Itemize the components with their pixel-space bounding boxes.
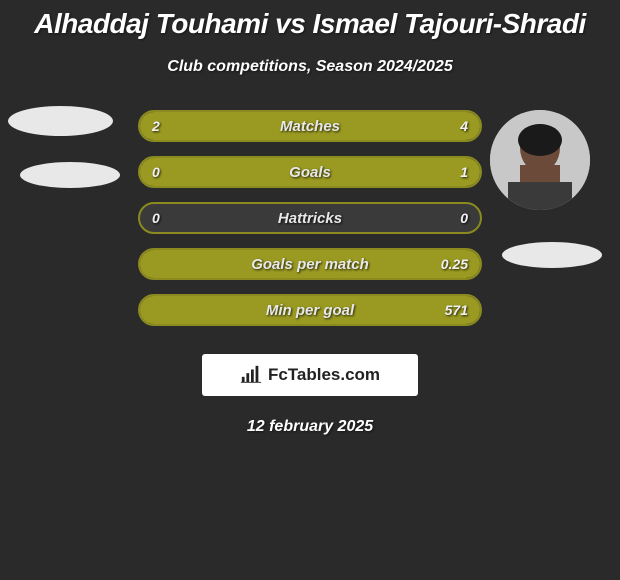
stat-right-value: 1 bbox=[460, 158, 468, 186]
stat-row-goals-per-match: Goals per match 0.25 bbox=[138, 248, 482, 280]
stats-area: 2 Matches 4 0 Goals 1 0 Hattricks 0 bbox=[0, 106, 620, 346]
stat-row-hattricks: 0 Hattricks 0 bbox=[138, 202, 482, 234]
stat-right-value: 571 bbox=[445, 296, 468, 324]
stat-label: Goals per match bbox=[140, 250, 480, 278]
stat-row-min-per-goal: Min per goal 571 bbox=[138, 294, 482, 326]
stat-label: Goals bbox=[140, 158, 480, 186]
stat-label: Matches bbox=[140, 112, 480, 140]
stat-label: Hattricks bbox=[140, 204, 480, 232]
chart-icon bbox=[240, 364, 262, 386]
date-text: 12 february 2025 bbox=[0, 418, 620, 436]
branding-text: FcTables.com bbox=[268, 365, 380, 385]
stat-right-value: 0.25 bbox=[441, 250, 468, 278]
stat-bars: 2 Matches 4 0 Goals 1 0 Hattricks 0 bbox=[138, 110, 482, 340]
branding-link[interactable]: FcTables.com bbox=[202, 354, 418, 396]
player-left-avatar-2 bbox=[20, 162, 120, 188]
stat-row-goals: 0 Goals 1 bbox=[138, 156, 482, 188]
page-title: Alhaddaj Touhami vs Ismael Tajouri-Shrad… bbox=[0, 8, 620, 40]
subtitle: Club competitions, Season 2024/2025 bbox=[0, 58, 620, 76]
stat-right-value: 0 bbox=[460, 204, 468, 232]
stat-row-matches: 2 Matches 4 bbox=[138, 110, 482, 142]
player-right-badge bbox=[502, 242, 602, 268]
player-left-avatar-1 bbox=[8, 106, 113, 136]
player-right-avatar bbox=[490, 110, 590, 210]
comparison-card: Alhaddaj Touhami vs Ismael Tajouri-Shrad… bbox=[0, 0, 620, 436]
player-photo-icon bbox=[490, 110, 590, 210]
stat-right-value: 4 bbox=[460, 112, 468, 140]
stat-label: Min per goal bbox=[140, 296, 480, 324]
